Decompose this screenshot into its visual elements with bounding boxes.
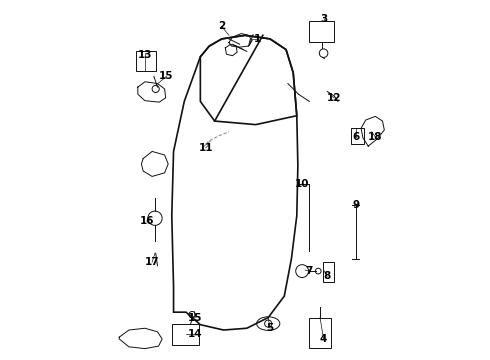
Text: 1: 1 [254,34,261,44]
FancyBboxPatch shape [351,128,364,144]
FancyBboxPatch shape [172,324,198,345]
FancyBboxPatch shape [309,318,331,348]
Text: 15: 15 [159,71,173,81]
FancyBboxPatch shape [136,51,156,71]
FancyBboxPatch shape [309,21,334,42]
Text: 12: 12 [327,93,342,103]
FancyBboxPatch shape [323,262,334,282]
Text: 17: 17 [145,257,159,267]
Text: 5: 5 [267,323,273,333]
Text: 3: 3 [320,14,327,24]
Text: 9: 9 [352,200,359,210]
Text: 7: 7 [306,266,313,276]
Text: 2: 2 [218,21,225,31]
Text: 10: 10 [295,179,309,189]
Text: 4: 4 [320,334,327,344]
Text: 13: 13 [138,50,152,60]
Text: 6: 6 [352,132,359,142]
Text: 16: 16 [140,216,154,226]
Text: 18: 18 [368,132,383,142]
Text: 15: 15 [188,312,202,323]
Text: 14: 14 [188,329,202,339]
Text: 8: 8 [323,271,331,282]
Text: 11: 11 [198,143,213,153]
